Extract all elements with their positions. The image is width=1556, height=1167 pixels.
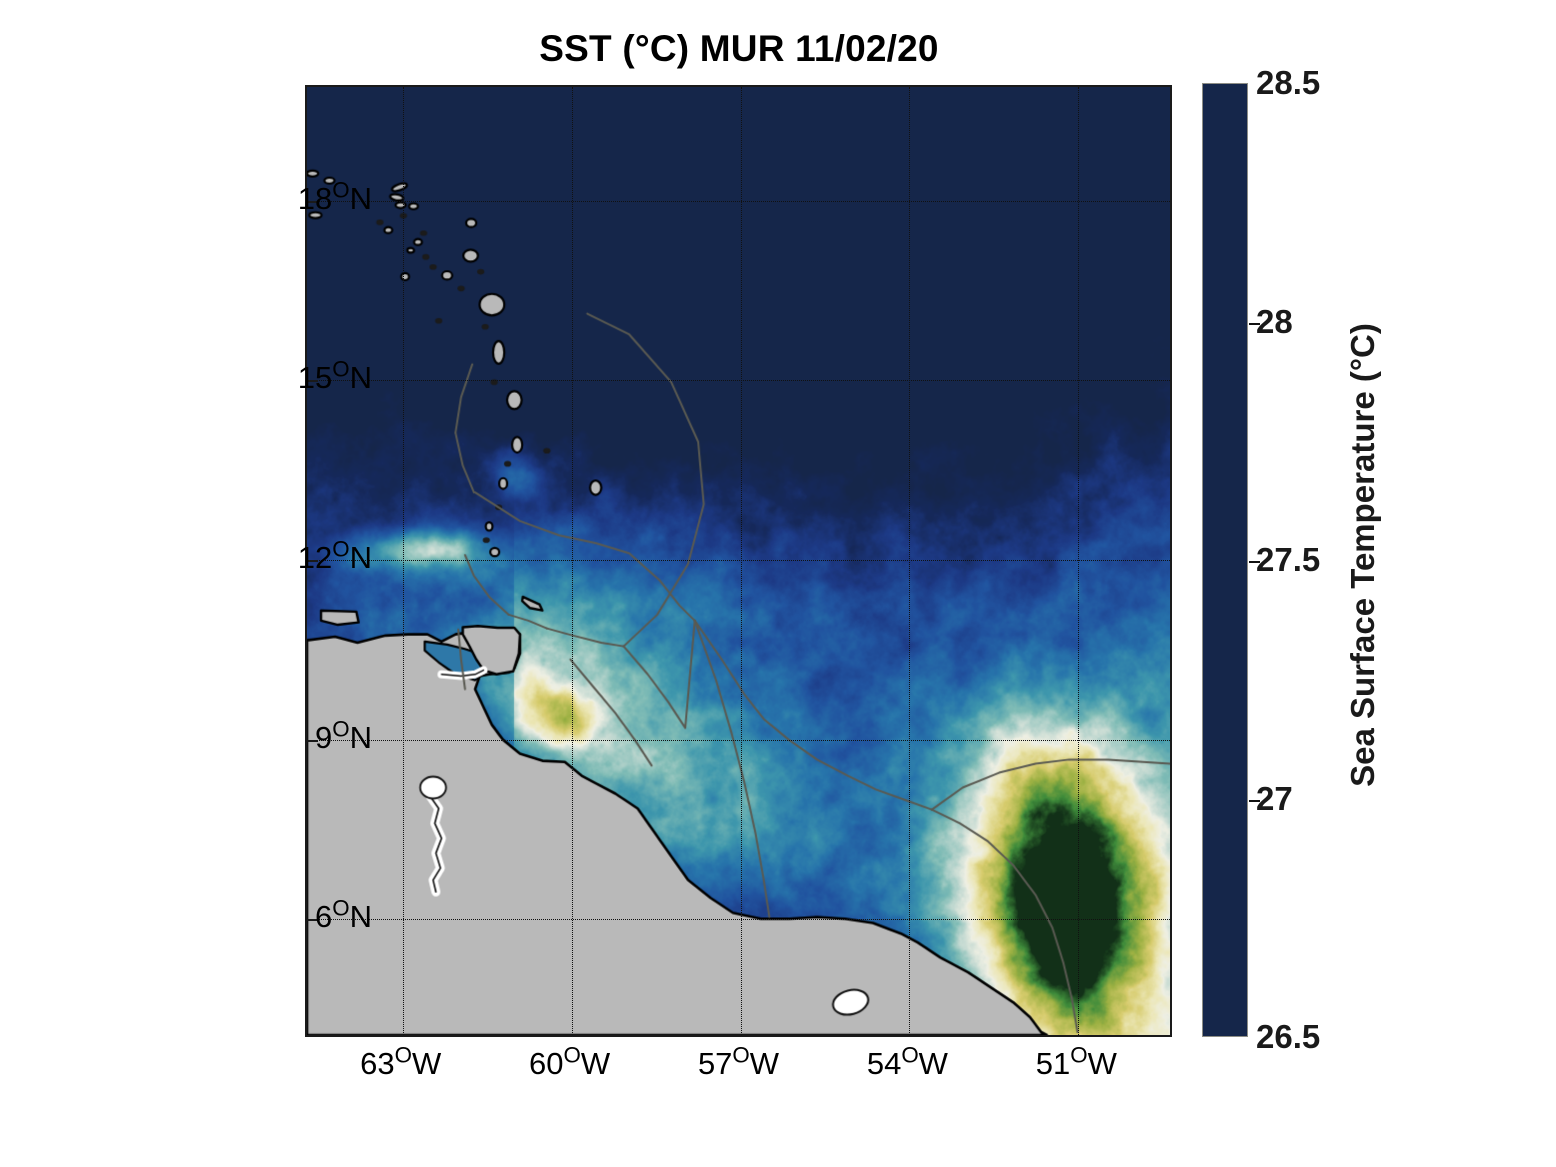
y-tick-mark <box>307 739 318 742</box>
y-tick-mark <box>307 560 318 562</box>
page-title: SST (°C) MUR 11/02/20 <box>539 28 939 69</box>
y-axis-tick-label: 12ON <box>297 536 372 575</box>
y-axis-tick-label: 18ON <box>297 177 372 216</box>
colorbar-tick-label: 26.5 <box>1256 1018 1321 1055</box>
y-axis-tick-label: 15ON <box>297 356 372 396</box>
x-axis-tick-label: 51OW <box>1035 1042 1117 1081</box>
x-axis-tick-label: 60OW <box>529 1042 611 1081</box>
colorbar-tick-mark <box>1249 561 1260 563</box>
x-tick-mark <box>572 1035 574 1037</box>
x-tick-mark <box>1078 1035 1080 1037</box>
colorbar-axis-label: Sea Surface Temperature (°C) <box>1333 0 1393 1110</box>
y-axis-tick-label: 6ON <box>315 895 372 935</box>
colorbar-tick-label: 28 <box>1256 302 1293 340</box>
colorbar-tick-label: 27.5 <box>1256 541 1321 578</box>
y-tick-mark <box>307 200 318 203</box>
colorbar-tick-mark <box>1249 322 1260 325</box>
colorbar-gradient <box>1203 84 1247 1036</box>
x-tick-mark <box>909 1035 911 1037</box>
y-tick-mark <box>307 380 318 383</box>
x-tick-mark <box>403 1035 405 1037</box>
map-plot-area[interactable] <box>305 85 1172 1037</box>
colorbar-label-text: Sea Surface Temperature (°C) <box>1344 323 1381 787</box>
colorbar-tick-label: 28.5 <box>1256 64 1321 101</box>
x-axis-tick-label: 57OW <box>697 1042 780 1081</box>
colorbar-tick-mark <box>1249 799 1260 802</box>
sst-heatmap-canvas <box>307 87 1170 1035</box>
x-axis-tick-label: 54OW <box>866 1042 948 1081</box>
colorbar-tick-label: 27 <box>1256 779 1293 817</box>
y-axis-tick-label: 9ON <box>315 716 372 755</box>
x-axis-tick-label: 63OW <box>360 1042 442 1081</box>
y-tick-mark <box>307 919 318 922</box>
colorbar[interactable] <box>1202 83 1260 1037</box>
x-tick-mark <box>741 1035 743 1037</box>
